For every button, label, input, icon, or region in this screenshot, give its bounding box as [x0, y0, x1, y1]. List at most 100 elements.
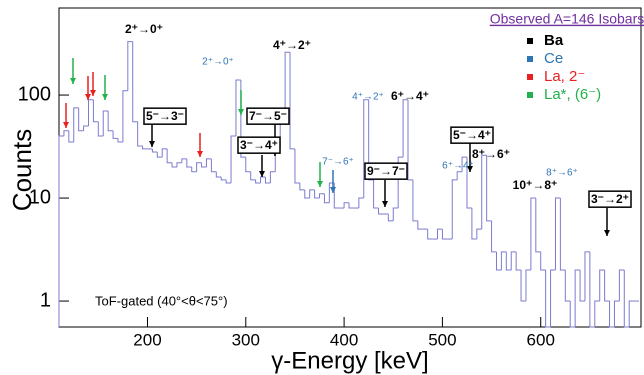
transition-label: 10⁺→8⁺	[513, 178, 558, 192]
legend-swatch	[527, 38, 533, 44]
histogram-bin	[574, 269, 581, 327]
histogram-bin	[545, 270, 551, 328]
histogram-bin	[623, 270, 630, 328]
arrow-head	[330, 187, 336, 193]
legend-swatch	[527, 92, 533, 98]
label-box	[364, 162, 408, 180]
histogram-bin	[441, 229, 448, 240]
arrow-head	[467, 166, 473, 172]
transition-label: 7⁻→5⁻	[249, 109, 287, 123]
legend-swatch	[527, 74, 533, 80]
x-tick-label: 400	[330, 330, 358, 349]
histogram-bin	[348, 202, 354, 209]
label-box	[588, 190, 632, 208]
histogram-bin	[181, 158, 187, 163]
histogram-bin	[564, 270, 571, 302]
y-tick-label: 1	[40, 289, 51, 311]
histogram-bin	[102, 110, 109, 137]
histogram-bin	[314, 189, 320, 199]
histogram-bin	[510, 251, 517, 271]
arrow-head	[604, 230, 610, 236]
histogram-bin	[309, 189, 315, 199]
histogram-bin	[196, 162, 202, 172]
legend-swatch	[527, 56, 533, 62]
histogram-bin	[132, 41, 138, 123]
label-box	[450, 126, 494, 144]
histogram-bin	[186, 158, 192, 168]
histogram-bin	[323, 193, 330, 204]
transition-label: 3⁻→4⁺	[240, 138, 278, 152]
histogram-bin	[417, 220, 423, 230]
histogram-bin	[594, 300, 600, 327]
histogram-bin	[427, 229, 433, 240]
histogram-bin	[215, 171, 222, 178]
arrow-head	[197, 151, 203, 157]
y-tick-label: 100	[18, 83, 51, 105]
histogram-bin	[579, 270, 585, 302]
arrow-head	[382, 201, 388, 207]
histogram-bin	[461, 156, 467, 172]
histogram-bin	[628, 300, 635, 327]
histogram-bin	[151, 148, 158, 153]
histogram-bin	[491, 220, 497, 253]
arrow-head	[70, 78, 76, 84]
legend-label: La, 2⁻	[544, 68, 585, 85]
histogram-bin	[358, 197, 364, 209]
histogram-bin	[343, 202, 350, 209]
histogram-bin	[550, 269, 556, 327]
histogram-bin	[78, 107, 84, 132]
histogram-bin	[495, 251, 502, 271]
histogram-bin	[599, 269, 605, 302]
histogram-bin	[250, 171, 256, 181]
histogram-bin	[176, 162, 182, 168]
histogram-bin	[112, 130, 118, 139]
transition-label: 6⁺→4⁺	[391, 89, 429, 103]
histogram-bin	[520, 270, 526, 302]
histogram-bin	[294, 148, 300, 184]
arrow-head	[63, 122, 69, 128]
histogram-bin	[63, 130, 69, 137]
plot-frame	[58, 7, 642, 328]
arrow-head	[259, 171, 265, 177]
histogram-bin	[540, 251, 546, 271]
x-tick-label: 300	[232, 330, 260, 349]
legend-label: La*, (6⁻)	[544, 86, 601, 103]
histogram-bin	[83, 125, 89, 131]
histogram-bin	[58, 135, 64, 327]
transition-label: 3⁻→2⁺	[591, 192, 629, 206]
label-box	[143, 107, 187, 125]
label-box	[237, 136, 281, 154]
histogram-bin	[156, 151, 163, 158]
histogram-bin	[73, 107, 79, 143]
histogram-bin	[554, 197, 561, 271]
histogram-bin	[436, 228, 443, 240]
histogram-bin	[412, 179, 418, 222]
histogram-bin	[319, 193, 325, 199]
y-axis-title: Counts	[7, 129, 37, 211]
arrow-head	[102, 94, 108, 100]
histogram-bin	[456, 171, 463, 180]
legend-label: Ba	[544, 32, 564, 49]
histogram-bin	[304, 189, 310, 199]
histogram-bin	[515, 251, 522, 271]
histogram-bin	[373, 179, 379, 209]
histogram-bin	[166, 148, 173, 164]
arrow-head	[85, 94, 91, 100]
histogram-bin	[525, 269, 531, 302]
histogram-bin	[466, 157, 472, 209]
histogram-bin	[363, 99, 369, 199]
x-tick-label: 500	[428, 330, 456, 349]
arrow-head	[317, 181, 323, 187]
y-tick-label: 10	[29, 186, 51, 208]
histogram-bin	[201, 162, 207, 168]
histogram-bin	[122, 90, 128, 143]
histogram-bin	[530, 197, 536, 271]
histogram-bin	[407, 99, 413, 181]
histogram-bin	[191, 167, 197, 173]
histogram-bin	[402, 99, 409, 158]
histogram-bin	[289, 52, 295, 150]
transition-label: 6⁺→4⁺	[442, 161, 474, 172]
arrow-head	[149, 141, 155, 147]
histogram-bin	[137, 121, 143, 147]
